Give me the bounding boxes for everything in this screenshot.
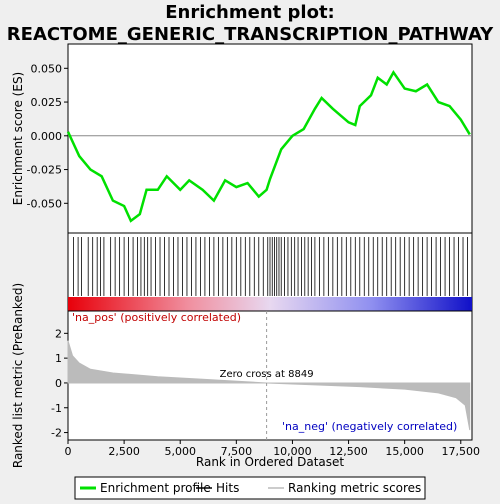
y-tick-label: 0.050 [31,62,63,75]
color-bar [68,297,472,311]
y-axis-label: Enrichment score (ES) [11,72,25,205]
x-tick-label: 12,500 [329,445,368,458]
enrichment-line [66,69,471,223]
x-tick-label: 0 [65,445,72,458]
y-tick-label: 1 [55,352,62,365]
y-tick-label: 0 [55,377,62,390]
x-tick-label: 15,000 [385,445,424,458]
legend-label: Enrichment profile [100,481,211,495]
y-tick-label: 0.025 [31,96,63,109]
x-tick-label: 17,500 [442,445,481,458]
annotation: 'na_neg' (negatively correlated) [282,420,457,433]
x-tick-label: 7,500 [221,445,253,458]
x-tick-label: 5,000 [164,445,196,458]
legend-label: Ranking metric scores [288,481,421,495]
x-tick-label: 10,000 [273,445,312,458]
annotation: 'na_pos' (positively correlated) [72,311,241,324]
legend [74,476,426,500]
title: REACTOME_GENERIC_TRANSCRIPTION_PATHWAY [7,24,494,45]
y-axis-label: Ranked list metric (PreRanked) [11,283,25,468]
y-tick-label: -0.050 [27,197,62,210]
y-tick-label: -1 [51,402,62,415]
title: Enrichment plot: [165,2,335,23]
legend-label: Hits [216,481,239,495]
es-panel [67,43,473,234]
y-tick-label: -2 [51,427,62,440]
y-tick-label: -0.025 [27,164,62,177]
annotation: Zero cross at 8849 [220,369,314,380]
y-tick-label: 0.000 [31,130,63,143]
metric-area [67,340,471,431]
x-tick-label: 2,500 [108,445,140,458]
x-axis-label: Rank in Ordered Dataset [196,455,344,469]
y-tick-label: 2 [55,327,62,340]
